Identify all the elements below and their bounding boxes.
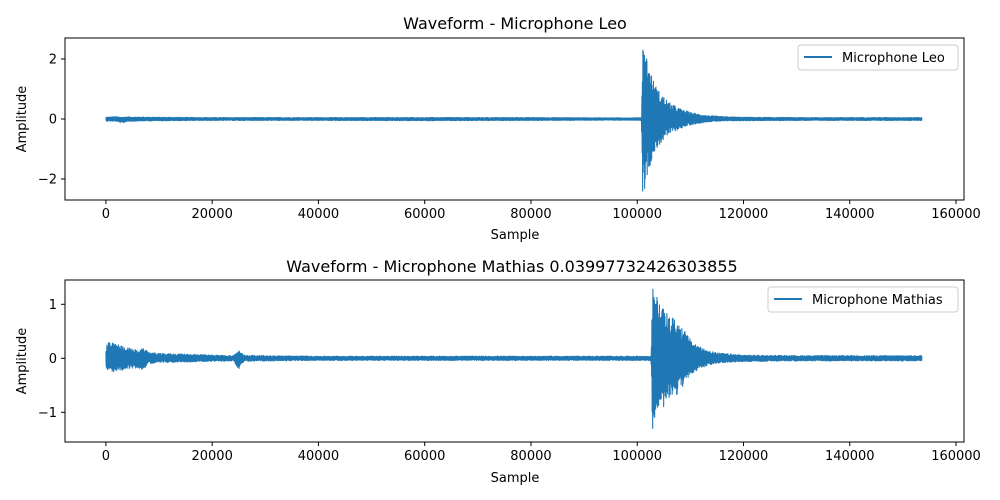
legend-label: Microphone Mathias xyxy=(812,293,943,308)
subplot-microphone-mathias: Waveform - Microphone Mathias 0.03997732… xyxy=(15,257,981,486)
x-tick-label: 140000 xyxy=(825,449,875,464)
plot-frame xyxy=(64,37,965,201)
x-tick-label: 20000 xyxy=(191,207,232,222)
y-tick-label: 1 xyxy=(49,298,57,313)
x-tick-label: 0 xyxy=(102,449,110,464)
y-tick-label: −1 xyxy=(38,406,57,421)
x-tick-label: 40000 xyxy=(298,449,339,464)
legend-box xyxy=(797,44,959,71)
x-tick-label: 140000 xyxy=(825,207,875,222)
x-tick-label: 60000 xyxy=(404,207,445,222)
x-tick-label: 120000 xyxy=(719,449,769,464)
chart-title: Waveform - Microphone Leo xyxy=(403,14,627,33)
legend-box xyxy=(767,286,959,313)
x-tick-label: 160000 xyxy=(931,207,981,222)
y-tick-label: −2 xyxy=(38,173,57,188)
y-axis: −2 0 2 xyxy=(38,53,65,188)
x-tick-label: 80000 xyxy=(510,449,551,464)
y-tick-label: 2 xyxy=(49,53,57,68)
y-tick-label: 0 xyxy=(49,113,57,128)
chart-title: Waveform - Microphone Mathias 0.03997732… xyxy=(286,257,737,276)
plot-frame xyxy=(64,279,965,443)
x-tick-label: 100000 xyxy=(612,449,662,464)
x-tick-label: 40000 xyxy=(298,207,339,222)
waveform-line xyxy=(105,49,923,192)
legend-label: Microphone Leo xyxy=(842,51,945,66)
subplot-microphone-leo: Waveform - Microphone Leo 0 20000 40000 600… xyxy=(15,14,981,243)
legend: Microphone Leo xyxy=(797,44,959,71)
x-tick-label: 160000 xyxy=(931,449,981,464)
x-tick-label: 0 xyxy=(102,207,110,222)
x-axis: 0 20000 40000 60000 80000 100000 120000 140000 1… xyxy=(102,442,981,464)
x-tick-label: 100000 xyxy=(612,207,662,222)
x-axis: 0 20000 40000 60000 80000 100000 120000 140000 1… xyxy=(102,200,981,222)
y-tick-label: 0 xyxy=(49,352,57,367)
y-axis-label: Amplitude xyxy=(15,86,30,153)
y-axis: −1 0 1 xyxy=(38,298,65,421)
y-axis-label: Amplitude xyxy=(15,328,30,395)
x-tick-label: 60000 xyxy=(404,449,445,464)
x-tick-label: 80000 xyxy=(510,207,551,222)
series-microphone-leo xyxy=(105,49,923,192)
x-tick-label: 20000 xyxy=(191,449,232,464)
waveform-line xyxy=(105,288,923,429)
series-microphone-mathias xyxy=(105,288,923,429)
x-axis-label: Sample xyxy=(491,471,540,486)
legend: Microphone Mathias xyxy=(767,286,959,313)
x-tick-label: 120000 xyxy=(719,207,769,222)
x-axis-label: Sample xyxy=(491,228,540,243)
